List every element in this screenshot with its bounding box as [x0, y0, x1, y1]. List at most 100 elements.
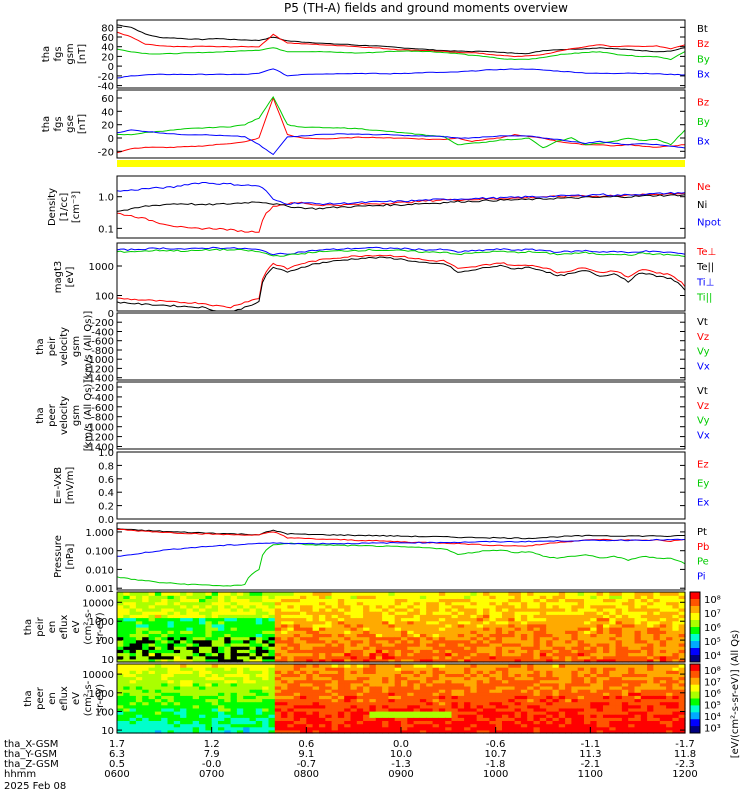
heatmap-cell	[653, 646, 661, 650]
heatmap-cell	[255, 592, 263, 596]
heatmap-cell	[325, 673, 333, 678]
heatmap-cell	[224, 682, 232, 687]
heatmap-cell	[262, 627, 270, 631]
heatmap-cell	[350, 701, 358, 706]
heatmap-cell	[609, 707, 617, 712]
heatmap-cell	[142, 607, 150, 612]
heatmap-cell	[331, 726, 339, 731]
heatmap-cell	[154, 692, 162, 696]
heatmap-cell	[306, 655, 314, 660]
heatmap-cell	[514, 601, 522, 606]
heatmap-cell	[476, 607, 484, 612]
heatmap-cell	[628, 695, 636, 700]
heatmap-cell	[123, 679, 131, 684]
heatmap-cell	[161, 652, 169, 657]
heatmap-cell	[142, 714, 150, 718]
heatmap-cell	[199, 630, 206, 634]
heatmap-cell	[483, 704, 490, 709]
heatmap-cell	[375, 595, 383, 599]
heatmap-cell	[344, 592, 352, 596]
heatmap-cell	[350, 714, 358, 718]
heatmap-cell	[470, 627, 478, 631]
heatmap-cell	[426, 617, 434, 622]
heatmap-cell	[249, 664, 257, 668]
heatmap-cell	[268, 607, 276, 612]
heatmap-cell	[565, 720, 572, 725]
heatmap-cell	[300, 592, 307, 596]
heatmap-cell	[287, 642, 295, 647]
heatmap-cell	[672, 676, 680, 681]
heatmap-cell	[312, 717, 320, 721]
heatmap-cell	[678, 658, 686, 663]
heatmap-cell	[483, 682, 490, 687]
heatmap-cell	[274, 679, 282, 684]
heatmap-cell	[369, 598, 377, 603]
heatmap-cell	[218, 620, 225, 625]
heatmap-cell	[476, 667, 484, 671]
heatmap-cell	[483, 723, 490, 728]
y-tick-label: 100	[95, 292, 114, 303]
heatmap-cell	[211, 604, 219, 609]
heatmap-cell	[117, 623, 124, 628]
heatmap-cell	[571, 611, 579, 615]
heatmap-cell	[546, 633, 554, 638]
heatmap-cell	[135, 646, 143, 650]
heatmap-cell	[249, 595, 257, 599]
heatmap-cell	[565, 689, 572, 693]
heatmap-cell	[634, 704, 642, 709]
heatmap-cell	[356, 676, 364, 681]
heatmap-cell	[407, 595, 415, 599]
heatmap-cell	[199, 646, 206, 650]
heatmap-cell	[653, 614, 661, 619]
heatmap-cell	[628, 623, 636, 628]
heatmap-cell	[218, 623, 225, 628]
panel-frame	[116, 242, 686, 312]
heatmap-cell	[300, 636, 307, 641]
heatmap-cell	[281, 611, 288, 615]
heatmap-cell	[539, 658, 547, 663]
heatmap-cell	[167, 649, 175, 654]
heatmap-cell	[666, 711, 673, 715]
heatmap-cell	[514, 652, 522, 657]
heatmap-cell	[546, 607, 554, 612]
heatmap-cell	[211, 642, 219, 647]
colorbar-tick-label: 10⁶	[704, 689, 721, 700]
heatmap-cell	[659, 695, 667, 700]
heatmap-cell	[243, 670, 251, 674]
heatmap-cell	[647, 714, 654, 718]
heatmap-cell	[363, 686, 370, 690]
heatmap-cell	[457, 695, 465, 700]
heatmap-cell	[476, 676, 484, 681]
heatmap-cell	[609, 639, 617, 644]
heatmap-cell	[596, 676, 604, 681]
heatmap-cell	[426, 686, 434, 690]
colorbar-tick-label: 10⁴	[704, 651, 721, 662]
heatmap-cell	[647, 692, 654, 696]
heatmap-cell	[255, 673, 263, 678]
heatmap-cell	[306, 630, 314, 634]
heatmap-cell	[407, 592, 415, 596]
heatmap-cell	[577, 655, 585, 660]
heatmap-cell	[470, 592, 478, 596]
heatmap-cell	[218, 679, 225, 684]
heatmap-cell	[634, 652, 642, 657]
heatmap-cell	[419, 726, 427, 731]
heatmap-cell	[356, 655, 364, 660]
heatmap-cell	[615, 670, 623, 674]
heatmap-cell	[539, 652, 547, 657]
heatmap-cell	[243, 642, 251, 647]
heatmap-cell	[236, 592, 244, 596]
heatmap-cell	[306, 711, 314, 715]
heatmap-cell	[344, 611, 352, 615]
heatmap-cell	[426, 692, 434, 696]
heatmap-cell	[363, 698, 370, 703]
heatmap-cell	[584, 604, 591, 609]
heatmap-cell	[117, 627, 124, 631]
heatmap-cell	[640, 595, 648, 599]
heatmap-cell	[375, 720, 383, 725]
heatmap-cell	[470, 707, 478, 712]
heatmap-cell	[255, 726, 263, 731]
heatmap-cell	[640, 649, 648, 654]
heatmap-cell	[438, 595, 446, 599]
